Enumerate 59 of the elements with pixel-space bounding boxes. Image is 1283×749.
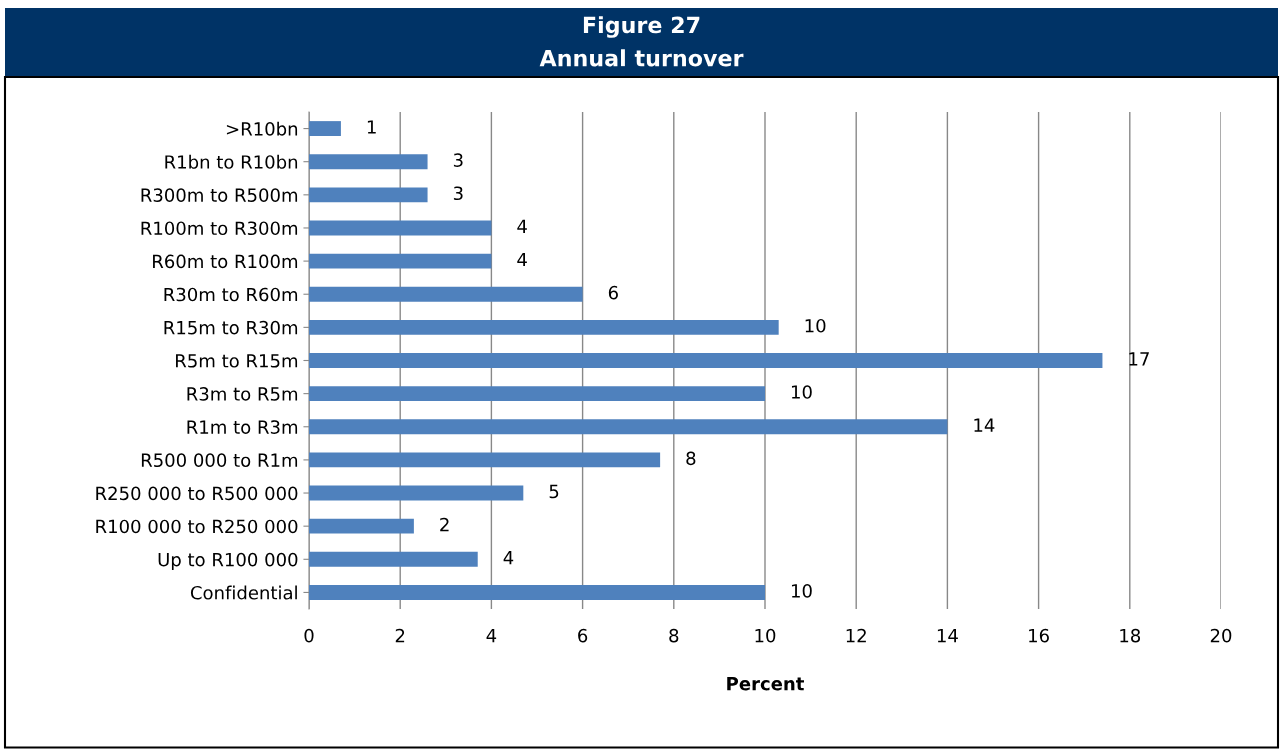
data-label: 8	[686, 451, 696, 466]
bar	[309, 386, 765, 402]
x-tick-label: 14	[937, 629, 958, 643]
bar	[309, 518, 414, 534]
x-tick-label: 8	[669, 628, 679, 643]
bar	[309, 419, 948, 435]
x-tick-label: 10	[755, 628, 776, 643]
data-label: 3	[453, 186, 463, 201]
bar	[309, 121, 341, 137]
data-label: 5	[549, 484, 559, 499]
data-label: 10	[805, 318, 826, 333]
chart-subtitle: Annual turnover	[539, 49, 744, 67]
x-tick-label: 16	[1029, 628, 1049, 643]
y-tick-label: R15m to R30m	[164, 320, 298, 335]
bar	[309, 220, 492, 236]
data-label: 4	[517, 252, 527, 267]
y-tick-label: R300m to R500m	[141, 188, 298, 202]
bar	[309, 319, 779, 335]
y-tick-label: R1bn to R10bn	[165, 154, 298, 169]
y-tick-label: Confidential	[190, 585, 297, 600]
bar	[309, 485, 524, 501]
data-label: 6	[608, 285, 618, 300]
data-label: 10	[791, 385, 812, 399]
y-tick-label: R3m to R5m	[187, 387, 298, 401]
y-tick-label: R500 000 to R1m	[141, 453, 298, 468]
bar	[309, 551, 478, 567]
y-tick-label: >R10bn	[226, 121, 298, 136]
bar	[309, 584, 765, 600]
bar	[309, 353, 1103, 368]
y-tick-label: R250 000 to R500 000	[96, 486, 298, 501]
y-tick-label: R100 000 to R250 000	[96, 519, 298, 534]
y-tick-label: R30m to R60m	[164, 287, 298, 302]
bar	[309, 286, 583, 302]
x-tick-label: 20	[1210, 628, 1232, 643]
x-tick-label: 2	[395, 628, 405, 643]
y-tick-label: R100m to R300m	[141, 221, 298, 236]
x-tick-label: 6	[578, 628, 588, 643]
y-tick-label: R1m to R3m	[187, 420, 298, 434]
data-label: 10	[791, 584, 812, 598]
data-label: 3	[453, 153, 463, 167]
x-tick-label: 12	[846, 628, 866, 643]
y-tick-label: R60m to R100m	[153, 254, 298, 269]
chart-title: Figure 27	[583, 16, 700, 38]
x-tick-label: 4	[486, 629, 497, 643]
data-label: 4	[517, 219, 527, 233]
data-label: 4	[503, 551, 514, 565]
data-label: 17	[1129, 352, 1149, 366]
y-tick-label: R5m to R15m	[176, 354, 298, 368]
bar	[309, 253, 492, 269]
x-tick-label: 18	[1120, 628, 1141, 643]
data-label: 1	[367, 120, 376, 134]
data-label: 2	[440, 517, 449, 532]
y-tick-label: Up to R100 000	[158, 552, 298, 570]
bar	[309, 187, 428, 203]
data-label: 14	[974, 418, 995, 432]
bar	[309, 154, 428, 170]
x-tick-label: 0	[304, 628, 314, 643]
x-axis-title: Percent	[727, 677, 804, 691]
bar	[309, 452, 661, 468]
